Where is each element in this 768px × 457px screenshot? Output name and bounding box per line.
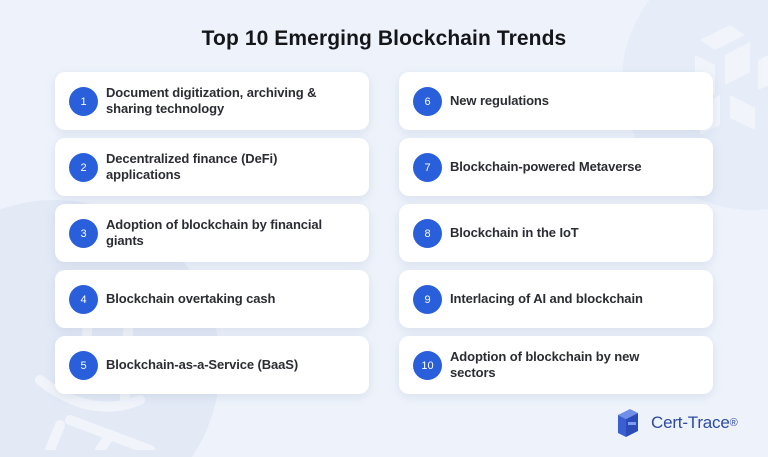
number-badge: 4 bbox=[69, 285, 98, 314]
trend-card-2: 2 Decentralized finance (DeFi) applicati… bbox=[55, 138, 369, 196]
trend-card-8: 8 Blockchain in the IoT bbox=[399, 204, 713, 262]
trend-label: Interlacing of AI and blockchain bbox=[450, 291, 643, 306]
trend-label: Adoption of blockchain by financial gian… bbox=[106, 217, 323, 248]
trend-label: Blockchain-as-a-Service (BaaS) bbox=[106, 357, 299, 372]
trend-label: Blockchain overtaking cash bbox=[106, 291, 276, 306]
trend-card-10: 10 Adoption of blockchain by new sectors bbox=[399, 336, 713, 394]
trend-label: Decentralized finance (DeFi) application… bbox=[106, 151, 278, 182]
trend-label: Blockchain in the IoT bbox=[450, 225, 579, 240]
number-badge: 3 bbox=[69, 219, 98, 248]
number-badge: 2 bbox=[69, 153, 98, 182]
trend-label: Adoption of blockchain by new sectors bbox=[450, 349, 640, 380]
trend-label: New regulations bbox=[450, 93, 549, 108]
number-badge: 6 bbox=[413, 87, 442, 116]
number-badge: 10 bbox=[413, 351, 442, 380]
trend-card-7: 7 Blockchain-powered Metaverse bbox=[399, 138, 713, 196]
page-title: Top 10 Emerging Blockchain Trends bbox=[201, 27, 567, 50]
number-badge: 7 bbox=[413, 153, 442, 182]
trend-card-3: 3 Adoption of blockchain by financial gi… bbox=[55, 204, 369, 262]
number-badge: 1 bbox=[69, 87, 98, 116]
trend-card-6: 6 New regulations bbox=[399, 72, 713, 130]
trend-card-9: 9 Interlacing of AI and blockchain bbox=[399, 270, 713, 328]
trend-card-5: 5 Blockchain-as-a-Service (BaaS) bbox=[55, 336, 369, 394]
number-badge: 5 bbox=[69, 351, 98, 380]
brand-name: Cert-Trace bbox=[651, 413, 730, 432]
registered-mark: ® bbox=[729, 417, 738, 429]
trend-label: Blockchain-powered Metaverse bbox=[450, 159, 642, 174]
trend-label: Document digitization, archiving & shari… bbox=[106, 85, 317, 116]
number-badge: 9 bbox=[413, 285, 442, 314]
cert-trace-logo-icon bbox=[618, 409, 638, 437]
brand-logo: Cert-Trace ® bbox=[614, 409, 738, 437]
trend-card-1: 1 Document digitization, archiving & sha… bbox=[55, 72, 369, 130]
number-badge: 8 bbox=[413, 219, 442, 248]
trend-card-4: 4 Blockchain overtaking cash bbox=[55, 270, 369, 328]
